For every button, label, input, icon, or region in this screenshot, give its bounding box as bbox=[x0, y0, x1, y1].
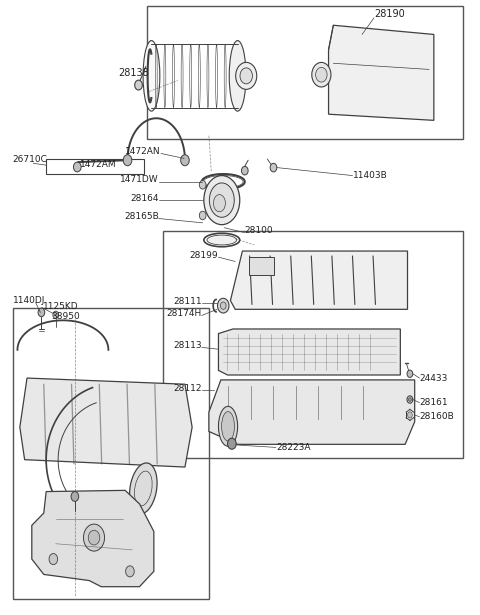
Circle shape bbox=[312, 63, 331, 87]
Text: 28165B: 28165B bbox=[124, 212, 158, 221]
Circle shape bbox=[241, 167, 248, 175]
Text: 1471DW: 1471DW bbox=[120, 175, 158, 184]
Circle shape bbox=[270, 164, 277, 172]
Text: 28174H: 28174H bbox=[167, 309, 202, 318]
Circle shape bbox=[228, 438, 236, 449]
Text: 1125KD: 1125KD bbox=[43, 302, 78, 311]
Ellipse shape bbox=[204, 175, 240, 224]
Bar bbox=[12, 308, 209, 599]
Text: 28161: 28161 bbox=[420, 398, 448, 407]
Ellipse shape bbox=[214, 194, 226, 212]
Circle shape bbox=[71, 491, 79, 501]
Circle shape bbox=[199, 211, 206, 220]
Circle shape bbox=[408, 412, 412, 418]
FancyBboxPatch shape bbox=[249, 257, 275, 275]
Text: 1472AM: 1472AM bbox=[80, 160, 116, 169]
Bar bbox=[46, 159, 144, 174]
Text: 28112: 28112 bbox=[173, 384, 202, 393]
Circle shape bbox=[240, 68, 252, 84]
Text: 28160B: 28160B bbox=[420, 412, 454, 421]
Text: 28223A: 28223A bbox=[276, 443, 311, 452]
Circle shape bbox=[408, 398, 411, 402]
Ellipse shape bbox=[209, 183, 234, 217]
Circle shape bbox=[126, 566, 134, 577]
Circle shape bbox=[316, 67, 327, 82]
Circle shape bbox=[88, 530, 100, 545]
Ellipse shape bbox=[229, 41, 246, 111]
Polygon shape bbox=[218, 329, 400, 375]
Ellipse shape bbox=[207, 235, 237, 245]
Text: 28100: 28100 bbox=[245, 226, 274, 236]
Text: 28164: 28164 bbox=[130, 194, 158, 203]
Ellipse shape bbox=[218, 407, 238, 446]
Text: 26710C: 26710C bbox=[12, 154, 48, 164]
Circle shape bbox=[236, 62, 257, 89]
Circle shape bbox=[217, 298, 229, 313]
Polygon shape bbox=[209, 380, 415, 444]
Ellipse shape bbox=[130, 463, 157, 514]
Circle shape bbox=[49, 554, 58, 565]
Ellipse shape bbox=[143, 41, 160, 111]
Text: 28113: 28113 bbox=[173, 341, 202, 350]
Text: 28199: 28199 bbox=[190, 251, 218, 260]
Text: 28138: 28138 bbox=[118, 68, 149, 78]
Circle shape bbox=[123, 155, 132, 166]
Polygon shape bbox=[20, 378, 192, 467]
Circle shape bbox=[73, 162, 81, 172]
Circle shape bbox=[220, 302, 226, 309]
Circle shape bbox=[199, 180, 206, 189]
Circle shape bbox=[135, 80, 143, 90]
Polygon shape bbox=[32, 490, 154, 587]
Ellipse shape bbox=[222, 411, 235, 441]
Polygon shape bbox=[328, 25, 434, 121]
Circle shape bbox=[407, 370, 413, 378]
Bar bbox=[147, 6, 463, 139]
Polygon shape bbox=[230, 251, 408, 309]
Circle shape bbox=[180, 155, 189, 166]
Text: 28190: 28190 bbox=[374, 9, 405, 19]
Circle shape bbox=[38, 308, 45, 317]
Text: 1472AN: 1472AN bbox=[125, 146, 161, 156]
Bar bbox=[163, 231, 463, 458]
Text: 24433: 24433 bbox=[420, 373, 448, 383]
Circle shape bbox=[53, 311, 59, 319]
Text: 38950: 38950 bbox=[51, 312, 80, 321]
Text: 11403B: 11403B bbox=[352, 171, 387, 180]
Text: 1140DJ: 1140DJ bbox=[12, 296, 45, 304]
Text: 28111: 28111 bbox=[173, 297, 202, 306]
Circle shape bbox=[84, 524, 105, 551]
